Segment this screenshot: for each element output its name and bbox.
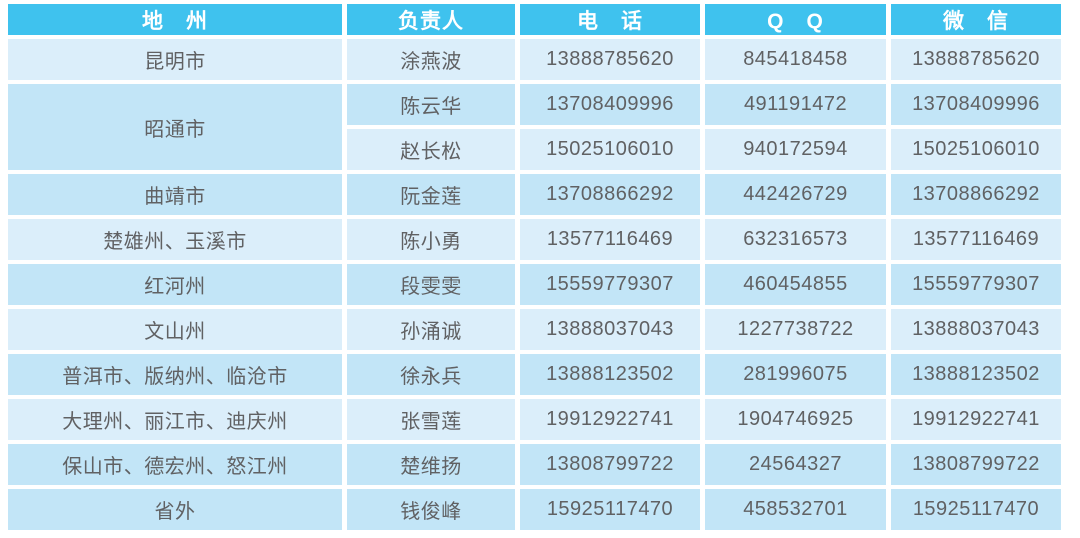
cell-wechat: 15925117470 [891,489,1061,530]
cell-region: 昭通市 [8,84,342,170]
cell-wechat: 13577116469 [891,219,1061,260]
cell-region: 普洱市、版纳州、临沧市 [8,354,342,395]
cell-qq: 1904746925 [705,399,886,440]
cell-qq: 940172594 [705,129,886,170]
cell-phone: 13577116469 [520,219,700,260]
cell-phone: 15559779307 [520,264,700,305]
cell-phone: 13888785620 [520,39,700,80]
cell-manager: 张雪莲 [347,399,515,440]
header-row: 地 州 负责人 电 话 Q Q 微 信 [8,4,1061,35]
cell-phone: 13888037043 [520,309,700,350]
cell-wechat: 13888785620 [891,39,1061,80]
cell-phone: 19912922741 [520,399,700,440]
table-row: 文山州 孙涌诚 13888037043 1227738722 138880370… [8,309,1061,350]
cell-qq: 442426729 [705,174,886,215]
cell-qq: 632316573 [705,219,886,260]
cell-manager: 涂燕波 [347,39,515,80]
cell-qq: 491191472 [705,84,886,125]
cell-manager: 陈小勇 [347,219,515,260]
cell-phone: 13708866292 [520,174,700,215]
cell-wechat: 13888123502 [891,354,1061,395]
table-row: 曲靖市 阮金莲 13708866292 442426729 1370886629… [8,174,1061,215]
cell-manager: 段雯雯 [347,264,515,305]
cell-wechat: 15559779307 [891,264,1061,305]
cell-qq: 281996075 [705,354,886,395]
cell-phone: 13888123502 [520,354,700,395]
cell-qq: 458532701 [705,489,886,530]
cell-qq: 1227738722 [705,309,886,350]
cell-wechat: 13888037043 [891,309,1061,350]
cell-manager: 阮金莲 [347,174,515,215]
cell-region: 红河州 [8,264,342,305]
cell-qq: 460454855 [705,264,886,305]
table-row: 昆明市 涂燕波 13888785620 845418458 1388878562… [8,39,1061,80]
table-row: 保山市、德宏州、怒江州 楚维扬 13808799722 24564327 138… [8,444,1061,485]
cell-region: 文山州 [8,309,342,350]
cell-region: 曲靖市 [8,174,342,215]
cell-manager: 徐永兵 [347,354,515,395]
cell-manager: 楚维扬 [347,444,515,485]
cell-phone: 15925117470 [520,489,700,530]
cell-manager: 赵长松 [347,129,515,170]
cell-manager: 钱俊峰 [347,489,515,530]
cell-phone: 13808799722 [520,444,700,485]
cell-region: 昆明市 [8,39,342,80]
cell-wechat: 13708866292 [891,174,1061,215]
column-header-region: 地 州 [8,4,342,35]
table-row: 大理州、丽江市、迪庆州 张雪莲 19912922741 1904746925 1… [8,399,1061,440]
table-row: 赵长松 15025106010 940172594 15025106010 [8,129,1061,170]
cell-wechat: 13808799722 [891,444,1061,485]
cell-wechat: 15025106010 [891,129,1061,170]
column-header-wechat: 微 信 [891,4,1061,35]
cell-region: 保山市、德宏州、怒江州 [8,444,342,485]
column-header-phone: 电 话 [520,4,700,35]
table-row: 普洱市、版纳州、临沧市 徐永兵 13888123502 281996075 13… [8,354,1061,395]
cell-qq: 845418458 [705,39,886,80]
column-header-manager: 负责人 [347,4,515,35]
cell-region: 省外 [8,489,342,530]
cell-region: 大理州、丽江市、迪庆州 [8,399,342,440]
table-row: 楚雄州、玉溪市 陈小勇 13577116469 632316573 135771… [8,219,1061,260]
table-row: 红河州 段雯雯 15559779307 460454855 1555977930… [8,264,1061,305]
cell-wechat: 19912922741 [891,399,1061,440]
cell-manager: 陈云华 [347,84,515,125]
cell-qq: 24564327 [705,444,886,485]
column-header-qq: Q Q [705,4,886,35]
table-row: 昭通市 陈云华 13708409996 491191472 1370840999… [8,84,1061,170]
cell-manager: 孙涌诚 [347,309,515,350]
cell-region: 楚雄州、玉溪市 [8,219,342,260]
cell-phone: 13708409996 [520,84,700,125]
table-row: 省外 钱俊峰 15925117470 458532701 15925117470 [8,489,1061,530]
cell-phone: 15025106010 [520,129,700,170]
contact-table: 地 州 负责人 电 话 Q Q 微 信 昆明市 涂燕波 13888785620 … [3,0,1066,534]
cell-wechat: 13708409996 [891,84,1061,125]
